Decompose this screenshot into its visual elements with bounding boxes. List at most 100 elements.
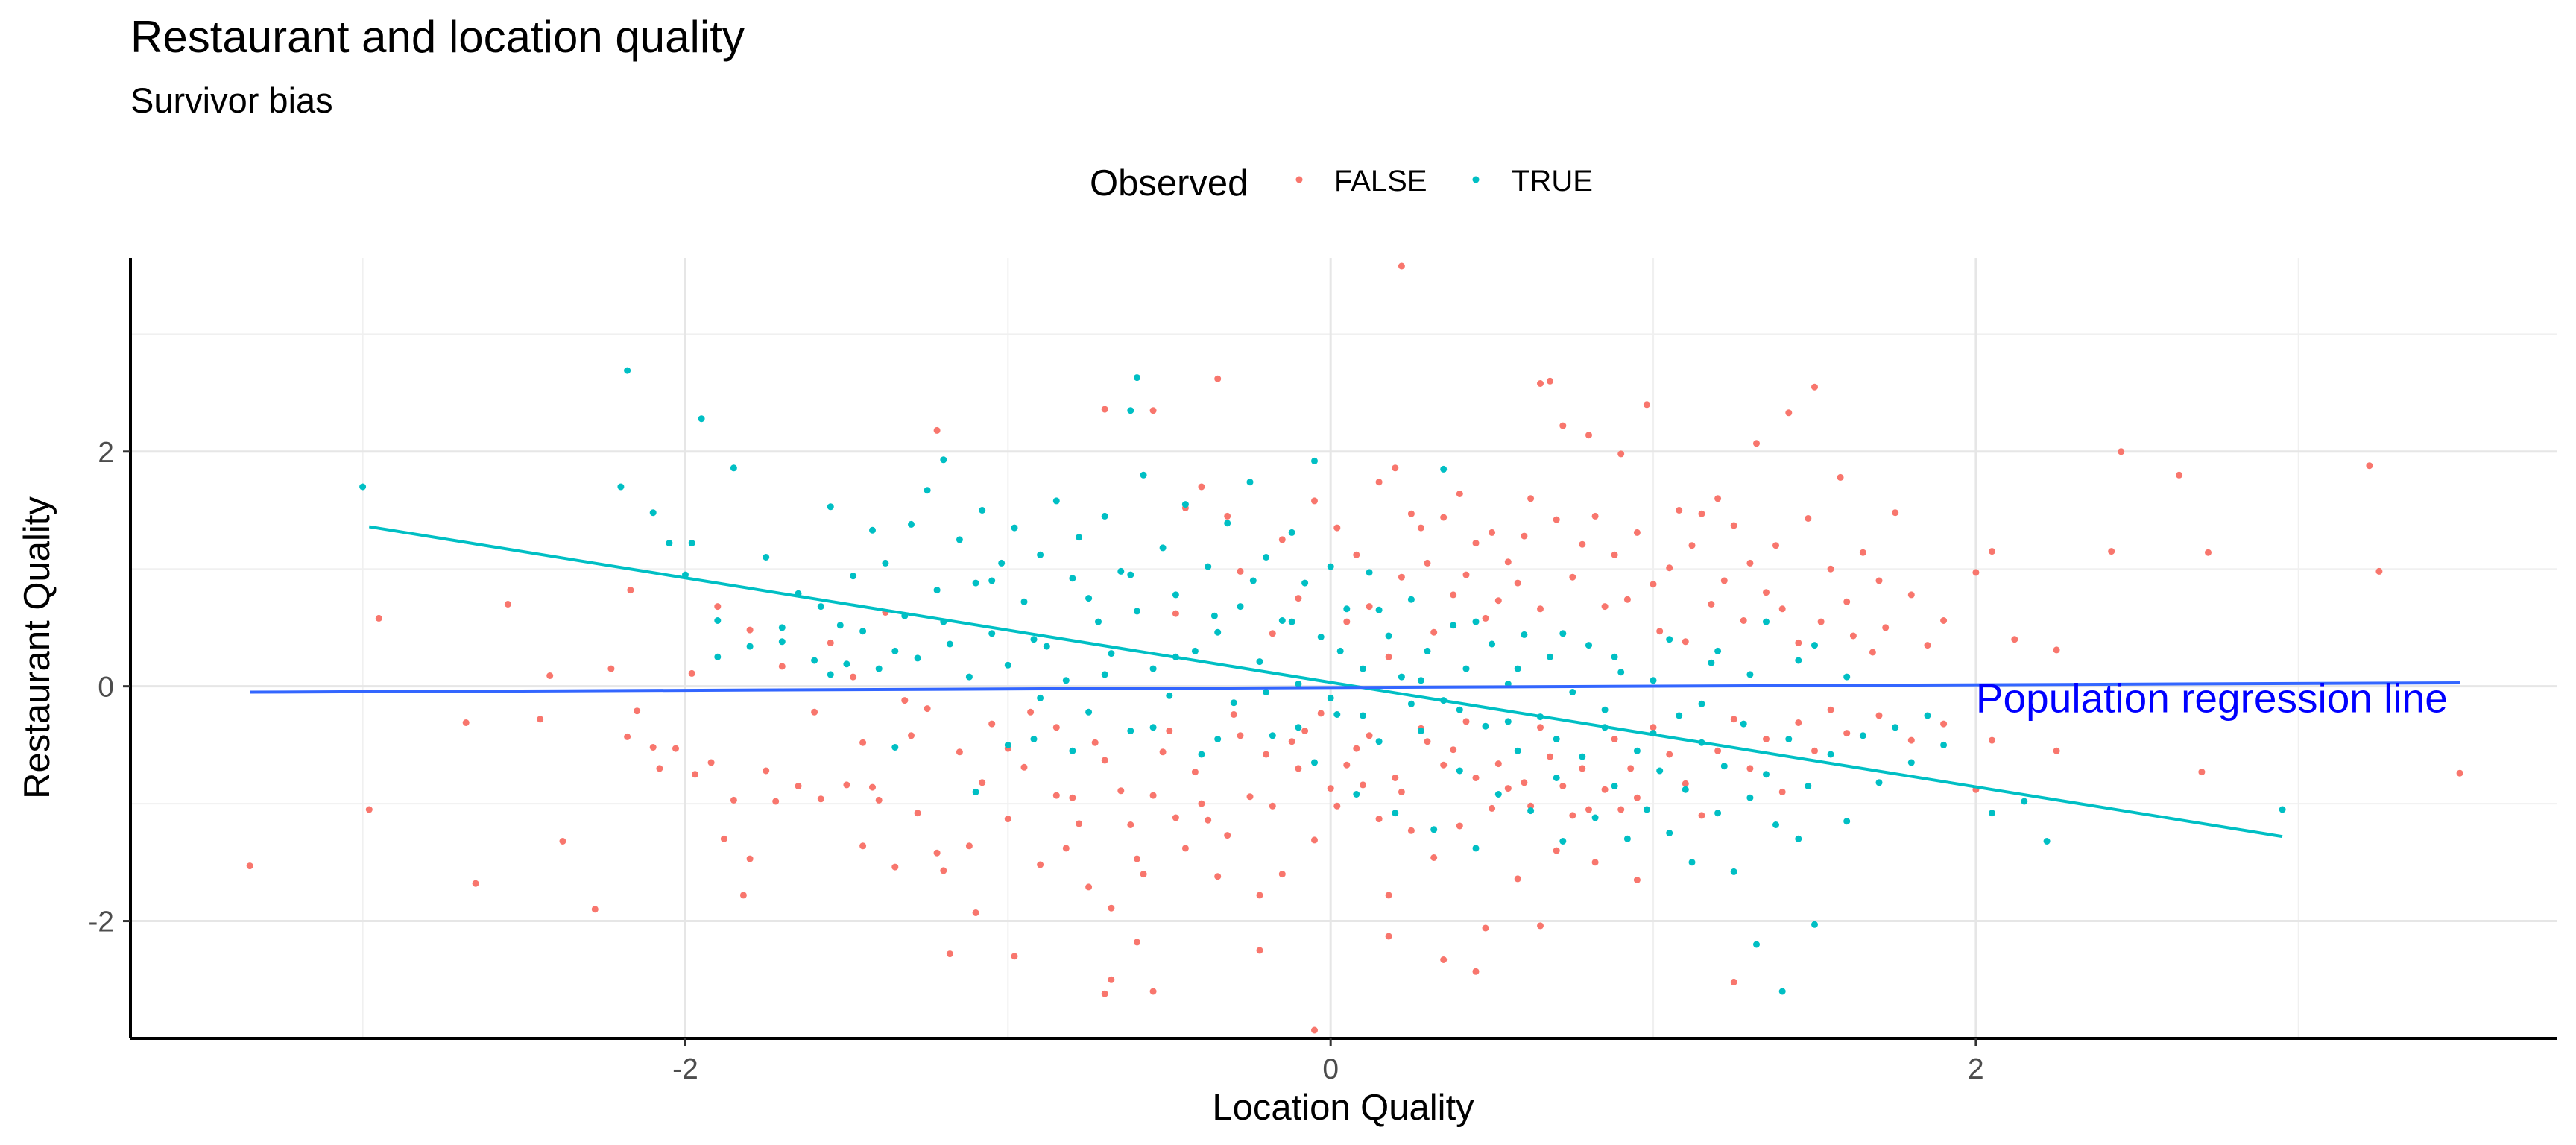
- data-point-false: [1398, 573, 1405, 581]
- data-point-false: [908, 732, 915, 739]
- data-point-true: [1407, 596, 1415, 603]
- data-point-false: [843, 781, 850, 789]
- data-point-true: [1117, 567, 1125, 575]
- data-point-false: [1127, 821, 1134, 828]
- data-point-true: [1650, 677, 1657, 684]
- data-point-false: [1785, 409, 1793, 417]
- data-point-true: [811, 657, 818, 664]
- data-point-true: [1004, 661, 1011, 669]
- data-point-true: [1504, 718, 1512, 725]
- data-point-false: [1676, 507, 1683, 514]
- chart-subtitle: Survivor bias: [130, 81, 333, 120]
- data-point-true: [1450, 622, 1457, 629]
- data-point-false: [778, 663, 786, 670]
- data-point-true: [1569, 689, 1576, 695]
- data-point-false: [1643, 401, 1650, 409]
- data-point-true: [914, 654, 921, 662]
- data-point-true: [1795, 657, 1802, 664]
- data-point-true: [1811, 921, 1818, 928]
- data-point-true: [940, 456, 947, 464]
- data-point-true: [1547, 653, 1553, 660]
- data-point-false: [1462, 571, 1470, 578]
- data-point-false: [1514, 875, 1521, 883]
- data-point-false: [1591, 512, 1599, 520]
- data-point-true: [1924, 712, 1931, 719]
- data-point-true: [1263, 554, 1270, 561]
- data-point-true: [1398, 673, 1405, 681]
- data-point-false: [1159, 748, 1167, 756]
- data-point-false: [875, 796, 883, 804]
- data-point-true: [1708, 659, 1715, 666]
- data-point-true: [1327, 563, 1334, 570]
- data-point-true: [1127, 407, 1134, 414]
- data-point-true: [1611, 653, 1618, 660]
- data-point-false: [1353, 745, 1360, 752]
- data-point-true: [1191, 647, 1199, 654]
- data-point-true: [891, 744, 899, 751]
- data-point-false: [1579, 765, 1586, 772]
- data-point-false: [1494, 597, 1502, 605]
- observed-regression-line: [368, 525, 2283, 839]
- data-point-true: [1317, 634, 1325, 640]
- data-point-false: [1440, 956, 1448, 963]
- data-point-false: [1778, 788, 1786, 795]
- data-point-false: [672, 745, 679, 752]
- data-point-false: [1424, 738, 1431, 745]
- data-point-true: [972, 579, 979, 587]
- data-point-false: [763, 767, 770, 775]
- data-point-false: [1907, 591, 1915, 599]
- data-point-false: [1869, 649, 1876, 656]
- data-point-true: [1085, 595, 1093, 602]
- data-point-true: [1746, 794, 1754, 801]
- data-point-false: [1450, 746, 1457, 754]
- data-point-true: [988, 577, 996, 584]
- data-point-true: [1198, 751, 1205, 758]
- legend-key-false: [1295, 176, 1303, 183]
- data-point-true: [1288, 618, 1295, 625]
- data-point-false: [1688, 542, 1696, 549]
- data-point-true: [1301, 579, 1309, 587]
- data-point-false: [1656, 628, 1664, 635]
- data-point-true: [1676, 712, 1683, 719]
- data-point-false: [1301, 728, 1309, 734]
- y-tick-label: -2: [88, 906, 114, 939]
- data-point-false: [1778, 605, 1786, 613]
- data-point-true: [1559, 838, 1567, 845]
- data-point-true: [965, 673, 973, 681]
- data-point-false: [1494, 760, 1502, 768]
- data-point-false: [933, 426, 941, 434]
- data-point-false: [1843, 598, 1851, 605]
- data-point-true: [1295, 681, 1302, 687]
- legend-key-true: [1472, 176, 1480, 183]
- data-point-true: [1237, 603, 1244, 611]
- data-point-true: [1327, 694, 1334, 701]
- data-point-true: [666, 540, 673, 547]
- data-point-false: [1633, 529, 1641, 536]
- data-point-true: [1859, 732, 1866, 739]
- grid-major: [130, 258, 2557, 1038]
- data-point-false: [1037, 861, 1044, 868]
- data-point-true: [1527, 807, 1535, 815]
- data-point-false: [1740, 617, 1747, 624]
- data-point-false: [1278, 871, 1286, 878]
- data-point-false: [1108, 904, 1115, 912]
- data-point-false: [1288, 738, 1295, 745]
- data-point-false: [649, 744, 657, 751]
- data-point-false: [924, 705, 931, 713]
- data-point-false: [739, 892, 747, 899]
- data-point-false: [1398, 788, 1405, 795]
- data-point-true: [1720, 763, 1728, 770]
- data-point-false: [1311, 497, 1318, 505]
- data-point-false: [956, 748, 963, 756]
- data-point-false: [1076, 820, 1083, 827]
- data-point-false: [1482, 614, 1489, 622]
- data-point-true: [1740, 720, 1747, 728]
- data-point-false: [1224, 512, 1231, 520]
- data-point-true: [1489, 640, 1496, 648]
- data-point-false: [1440, 514, 1448, 521]
- data-point-true: [1424, 647, 1431, 654]
- data-point-false: [1246, 793, 1254, 801]
- data-point-true: [1278, 617, 1286, 624]
- x-tick-label: 2: [1968, 1053, 1984, 1085]
- data-point-true: [1430, 826, 1438, 833]
